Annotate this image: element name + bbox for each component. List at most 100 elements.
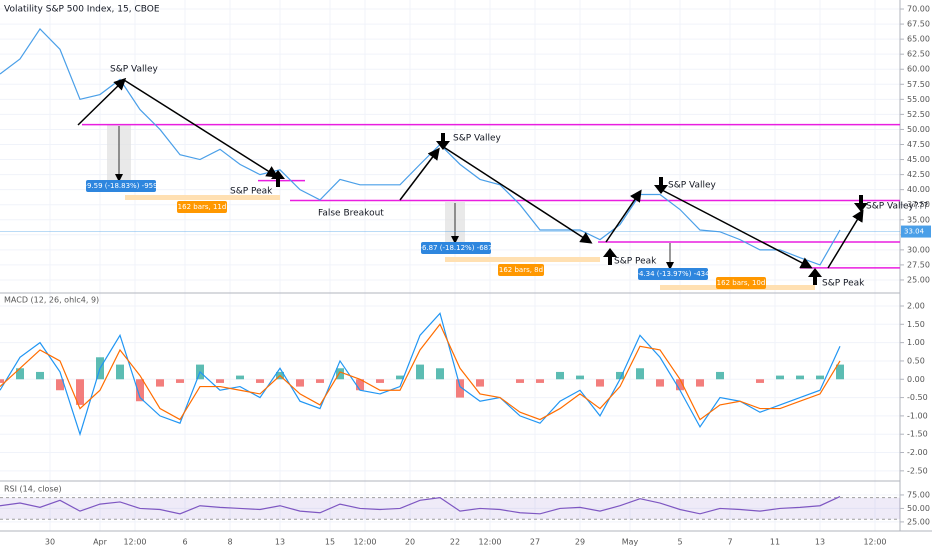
histogram-bar	[76, 379, 84, 405]
series-line	[0, 496, 841, 515]
x-tick-label: Apr	[93, 538, 108, 547]
y-tick-label: 0.50	[907, 356, 925, 365]
measure-label: 162 bars, 11d	[178, 203, 227, 211]
down-arrow	[436, 133, 450, 150]
trend-line	[399, 147, 440, 201]
x-tick-label: 6	[182, 538, 187, 547]
y-tick-label: 50.00	[907, 504, 930, 513]
histogram-bar	[416, 364, 424, 380]
chart-title: Volatility S&P 500 Index, 15, CBOE	[4, 5, 160, 15]
x-tick-label: 15	[325, 538, 335, 547]
x-tick-label: 12:00	[353, 538, 376, 547]
bar-range	[125, 195, 280, 200]
annotation: S&P Peak	[230, 187, 273, 197]
histogram-bar	[456, 379, 464, 398]
measure-label: 162 bars, 10d	[717, 279, 766, 287]
y-tick-label: 37.50	[907, 200, 930, 209]
histogram-bar	[16, 368, 24, 380]
x-tick-label: 12:00	[478, 538, 501, 547]
histogram-bar	[216, 379, 224, 383]
y-tick-label: 0.00	[907, 375, 925, 384]
histogram-bar	[236, 375, 244, 380]
y-tick-label: 57.50	[907, 80, 930, 89]
trend-lines	[77, 77, 864, 269]
rsi-title: RSI (14, close)	[4, 485, 62, 494]
measure-box	[498, 264, 544, 276]
up-arrow	[603, 248, 617, 265]
bar-range	[445, 257, 600, 262]
trend-line	[661, 189, 813, 269]
up-arrow	[271, 170, 285, 187]
x-tick-label: 12:00	[123, 538, 146, 547]
histogram-bar	[436, 368, 444, 380]
x-tick-label: 11	[770, 538, 780, 547]
x-tick-label: 22	[450, 538, 460, 547]
x-tick-label: 29	[575, 538, 585, 547]
trend-line	[605, 189, 642, 243]
histogram-bar	[116, 364, 124, 380]
trend-line	[77, 77, 127, 126]
x-tick-label: 27	[530, 538, 540, 547]
histogram-bar	[0, 379, 4, 383]
y-tick-label: 45.00	[907, 155, 930, 164]
y-tick-label: 1.00	[907, 338, 925, 347]
x-tick-label: 13	[275, 538, 285, 547]
last-value-box	[901, 225, 931, 238]
trend-line	[441, 145, 593, 244]
y-tick-label: 25.00	[907, 517, 930, 526]
annotation: False Breakout	[318, 209, 384, 219]
measure-box	[421, 242, 491, 254]
up-arrow	[808, 268, 822, 285]
histogram-bar	[316, 379, 324, 383]
histogram-bar	[516, 379, 524, 383]
histogram-bar	[176, 379, 184, 383]
histogram-bar	[816, 375, 824, 380]
measure-label: -9.59 (-18.83%) -959	[84, 182, 157, 190]
measure-label: -4.34 (-13.97%) -434	[636, 270, 710, 278]
x-tick-label: 20	[405, 538, 415, 547]
histogram-bar	[36, 371, 44, 380]
annotation: S&P Valley	[110, 65, 159, 75]
down-arrow	[854, 195, 868, 212]
histogram-bar	[536, 379, 544, 383]
histogram-bar	[676, 379, 684, 391]
histogram-bar	[356, 379, 364, 391]
y-tick-label: 42.50	[907, 170, 930, 179]
x-tick-label: 30	[45, 538, 55, 547]
y-tick-label: 35.00	[907, 215, 930, 224]
series-line	[0, 27, 841, 266]
y-tick-label: 62.50	[907, 50, 930, 59]
plot	[0, 27, 900, 520]
histogram-bar	[716, 371, 724, 380]
trend-line	[123, 79, 279, 178]
y-tick-label: 70.00	[907, 5, 930, 14]
annotation: S&P Peak	[614, 257, 657, 267]
histogram-bar	[56, 379, 64, 391]
y-tick-label: -1.50	[907, 430, 928, 439]
y-tick-label: 25.00	[907, 275, 930, 284]
x-tick-label: May	[622, 538, 639, 547]
y-tick-label: 75.00	[907, 490, 930, 499]
annotation: S&P Peak	[822, 279, 865, 289]
series-line	[0, 323, 841, 421]
y-tick-label: 30.00	[907, 245, 930, 254]
arrow-icons	[271, 133, 868, 285]
series-line	[0, 312, 841, 437]
histogram-bar	[576, 375, 584, 380]
histogram-bar	[376, 379, 384, 383]
histogram-bar	[396, 375, 404, 380]
histogram-bar	[596, 379, 604, 387]
histogram-bar	[796, 375, 804, 380]
y-tick-label: 1.50	[907, 320, 925, 329]
y-tick-label: 65.00	[907, 35, 930, 44]
histogram-bar	[556, 371, 564, 380]
y-tick-label: 47.50	[907, 140, 930, 149]
y-tick-label: -1.00	[907, 411, 928, 420]
histogram-bar	[156, 379, 164, 387]
x-tick-label: 8	[227, 538, 232, 547]
y-tick-label: -2.50	[907, 466, 928, 475]
y-tick-label: 67.50	[907, 20, 930, 29]
y-tick-label: -0.50	[907, 393, 928, 402]
histogram-bar	[776, 375, 784, 380]
